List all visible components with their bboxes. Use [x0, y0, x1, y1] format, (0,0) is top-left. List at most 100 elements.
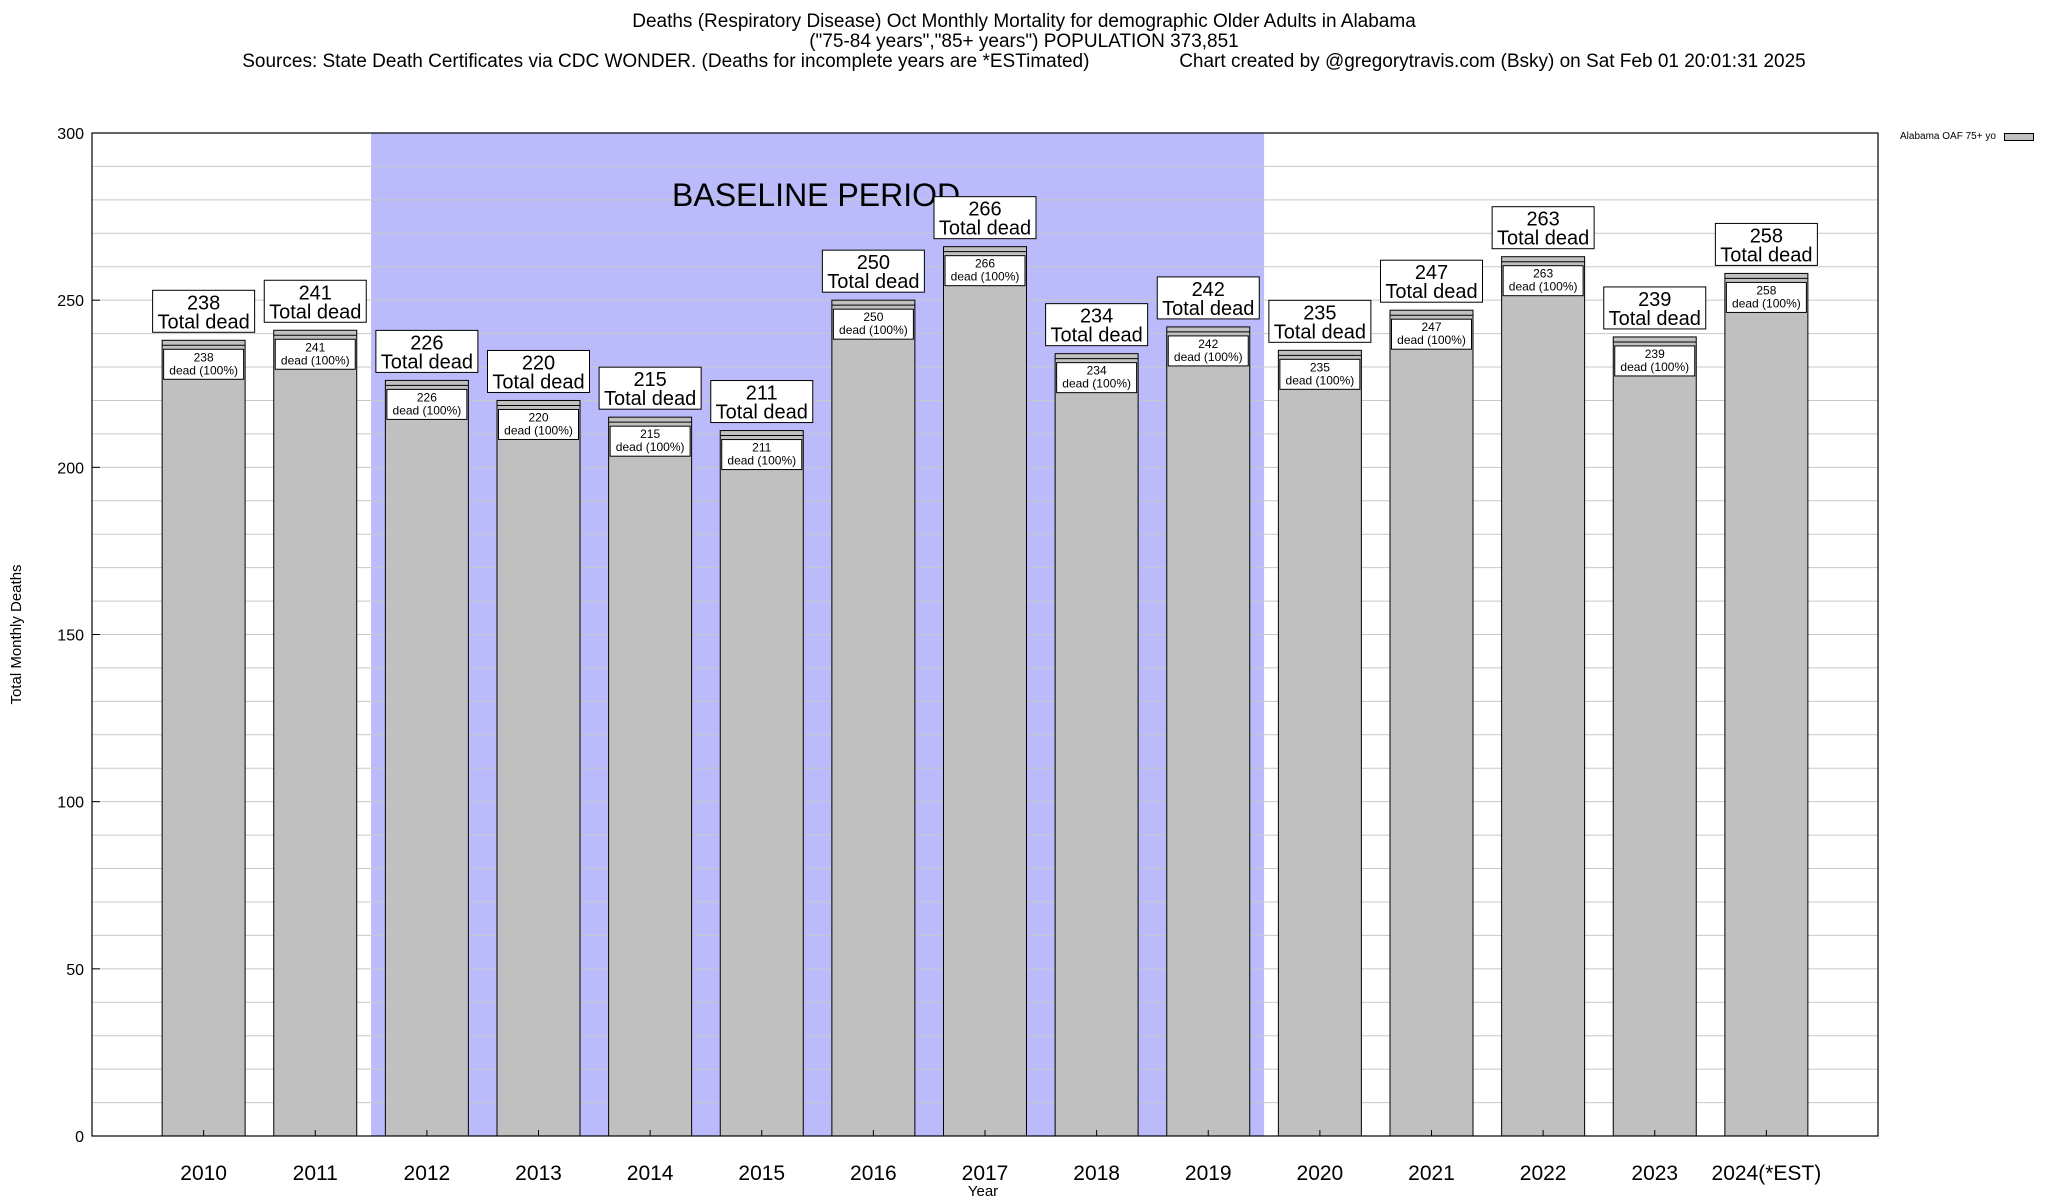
inner-label-box — [944, 255, 1026, 287]
inner-label-value: 258 — [1756, 283, 1776, 297]
bar — [384, 379, 469, 1137]
total-label-text: Total dead — [1609, 308, 1701, 330]
x-tick-label: 2010 — [180, 1162, 227, 1185]
total-label-text: Total dead — [1274, 321, 1366, 343]
inner-label-box — [498, 408, 579, 440]
total-label-text: Total dead — [1385, 281, 1477, 303]
x-tick-label: 2020 — [1297, 1162, 1344, 1185]
total-label-text: Total dead — [939, 218, 1031, 240]
bar — [608, 416, 693, 1137]
inner-label-value: 242 — [1198, 337, 1218, 351]
total-label-value: 220 — [522, 352, 555, 374]
total-label-box — [1603, 286, 1707, 330]
total-label-box — [598, 366, 702, 410]
inner-label-text: dead (100%) — [616, 440, 685, 454]
total-label-box — [1268, 299, 1372, 343]
bar — [719, 430, 804, 1137]
total-label-text: Total dead — [827, 271, 919, 293]
bar — [496, 399, 581, 1137]
chart-title-line-2: ("75-84 years","85+ years") POPULATION 3… — [809, 31, 1239, 52]
inner-label-text: dead (100%) — [1174, 350, 1243, 364]
legend-label: Alabama OAF 75+ yo — [1900, 131, 1996, 142]
inner-label-box — [609, 425, 691, 457]
inner-label-box — [1614, 345, 1696, 377]
x-tick-label: 2013 — [515, 1162, 562, 1185]
total-label-value: 234 — [1080, 306, 1113, 328]
y-tick-label: 200 — [57, 460, 84, 477]
inner-label-text: dead (100%) — [727, 454, 796, 468]
x-tick-label: 2018 — [1073, 1162, 1120, 1185]
inner-label-text: dead (100%) — [504, 423, 573, 437]
total-label-value: 250 — [857, 252, 890, 274]
inner-label-box — [1279, 358, 1361, 390]
total-label-box — [1380, 259, 1483, 303]
inner-label-box — [274, 338, 356, 370]
inner-label-text: dead (100%) — [1062, 377, 1131, 391]
inner-label-text: dead (100%) — [1286, 373, 1355, 387]
inner-label-text: dead (100%) — [1620, 360, 1689, 374]
total-label-text: Total dead — [1050, 325, 1142, 347]
total-label-value: 242 — [1192, 279, 1225, 301]
inner-label-box — [832, 308, 914, 340]
total-label-text: Total dead — [1497, 228, 1589, 250]
y-tick-label: 150 — [57, 628, 84, 645]
total-label-text: Total dead — [492, 371, 584, 393]
bar — [831, 299, 916, 1137]
y-tick-label: 50 — [66, 962, 84, 979]
inner-label-text: dead (100%) — [839, 323, 908, 337]
inner-label-text: dead (100%) — [393, 403, 462, 417]
total-label-box — [487, 349, 590, 393]
inner-label-value: 263 — [1533, 267, 1553, 281]
bar — [1724, 272, 1809, 1137]
chart-subtitle: Sources: State Death Certificates via CD… — [0, 52, 2048, 72]
inner-label-box — [1167, 335, 1249, 367]
total-label-text: Total dead — [1720, 244, 1812, 266]
y-tick-label: 100 — [57, 795, 84, 812]
bar — [1612, 336, 1697, 1137]
inner-label-value: 239 — [1645, 347, 1665, 361]
total-label-value: 215 — [633, 369, 666, 391]
total-label-text: Total dead — [1162, 298, 1254, 320]
inner-label-text: dead (100%) — [1509, 280, 1578, 294]
inner-label-box — [1391, 318, 1472, 350]
x-tick-label: 2019 — [1185, 1162, 1232, 1185]
total-label-value: 266 — [968, 199, 1001, 221]
inner-label-value: 266 — [975, 257, 995, 271]
total-label-box — [263, 279, 367, 323]
total-label-text: Total dead — [381, 351, 473, 373]
chart-credit: Chart created by @gregorytravis.com (Bsk… — [1179, 51, 1806, 72]
total-label-box — [1491, 206, 1595, 250]
total-label-value: 258 — [1750, 225, 1783, 247]
total-label-value: 235 — [1303, 302, 1336, 324]
x-tick-label: 2022 — [1520, 1162, 1567, 1185]
total-label-text: Total dead — [269, 301, 361, 323]
legend-swatch — [2003, 132, 2034, 141]
inner-label-box — [1056, 362, 1138, 394]
inner-label-value: 220 — [528, 410, 548, 424]
bar — [1389, 309, 1474, 1137]
inner-label-value: 247 — [1421, 320, 1441, 334]
baseline-label: BASELINE PERIOD — [672, 177, 960, 213]
total-label-box — [152, 289, 256, 333]
total-label-value: 247 — [1415, 262, 1448, 284]
x-tick-label: 2021 — [1408, 1162, 1455, 1185]
bar — [1054, 353, 1139, 1137]
legend: Alabama OAF 75+ yo — [1900, 131, 2034, 142]
total-label-value: 239 — [1638, 289, 1671, 311]
inner-label-value: 238 — [194, 350, 214, 364]
inner-label-box — [721, 439, 803, 471]
total-label-value: 211 — [746, 383, 778, 405]
chart-title-block: Deaths (Respiratory Disease) Oct Monthly… — [0, 12, 2048, 72]
x-tick-label: 2016 — [850, 1162, 897, 1185]
total-label-text: Total dead — [716, 402, 808, 424]
y-axis-title: Total Monthly Deaths — [8, 564, 25, 704]
y-tick-label: 0 — [75, 1129, 84, 1146]
y-tick-label: 250 — [57, 293, 84, 310]
x-tick-label: 2014 — [627, 1162, 674, 1185]
x-tick-label: 2017 — [962, 1162, 1009, 1185]
bar — [161, 339, 246, 1137]
total-label-box — [1714, 222, 1818, 266]
bar — [1166, 326, 1251, 1137]
chart-sources: Sources: State Death Certificates via CD… — [242, 51, 1090, 72]
